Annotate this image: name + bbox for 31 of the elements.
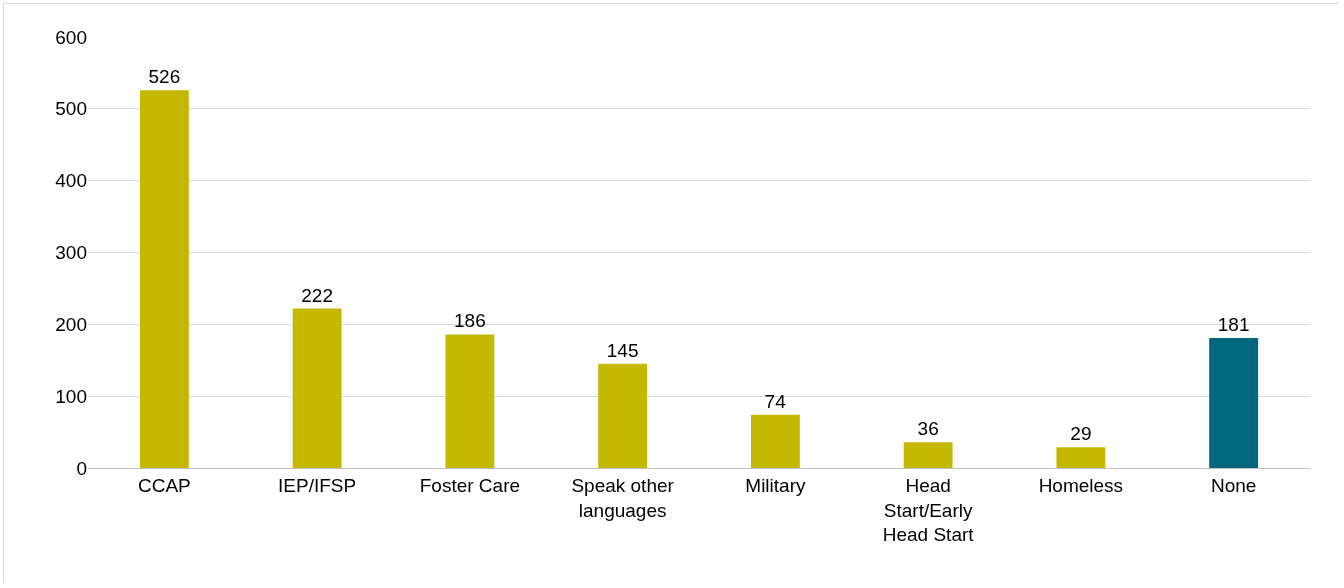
data-label: 74 <box>764 390 787 412</box>
y-tick-label: 0 <box>76 457 87 479</box>
y-tick-label: 400 <box>55 170 87 192</box>
data-label: 181 <box>1217 313 1250 335</box>
data-label: 222 <box>301 284 333 306</box>
bar <box>1209 337 1259 468</box>
bar <box>445 334 495 468</box>
x-tick-label: Homeless <box>1038 474 1124 496</box>
data-label: 36 <box>917 418 939 440</box>
y-tick-label: 500 <box>55 98 87 120</box>
bar <box>903 442 953 468</box>
data-label: 186 <box>454 310 486 332</box>
y-tick-label: 200 <box>55 313 87 335</box>
data-label: 29 <box>1070 423 1092 445</box>
y-tick-label: 600 <box>55 26 87 48</box>
x-tick-label: Foster Care <box>419 474 521 496</box>
bar <box>292 308 342 468</box>
x-tick-label: Speak other languages <box>571 474 675 521</box>
data-label: 145 <box>606 339 639 361</box>
bar <box>139 90 189 468</box>
bar <box>598 363 648 468</box>
bar <box>750 414 800 468</box>
bar <box>1056 447 1106 468</box>
y-tick-label: 100 <box>55 385 87 407</box>
x-tick-label: CCAP <box>137 474 191 496</box>
data-label: 526 <box>148 66 181 88</box>
x-tick-label: Military <box>745 474 806 496</box>
x-tick-label: None <box>1210 474 1257 496</box>
x-tick-label: IEP/IFSP <box>278 474 357 496</box>
y-tick-label: 300 <box>55 242 87 264</box>
x-tick-label: Head Start/Early Head Start <box>882 474 975 546</box>
